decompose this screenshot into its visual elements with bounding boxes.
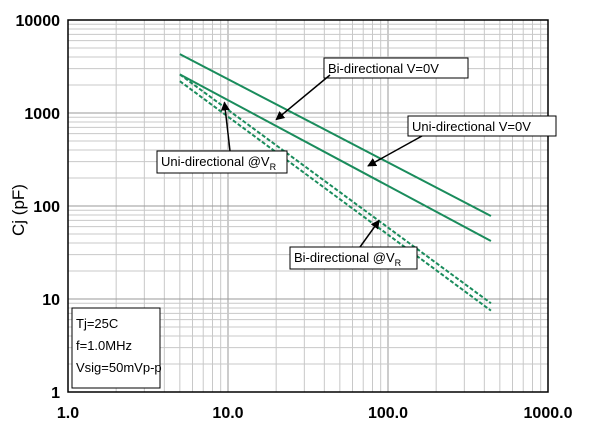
x-tick-label: 100.0 — [368, 405, 408, 422]
y-tick-label: 1 — [51, 385, 60, 402]
condition-text: Vsig=50mVp-p — [76, 360, 162, 375]
annotation-subscript: R — [395, 258, 402, 268]
series-line — [179, 73, 492, 305]
annotation-subscript: R — [270, 162, 277, 172]
series-line — [179, 73, 492, 242]
annotation-arrow — [220, 101, 231, 152]
condition-text: Tj=25C — [76, 316, 118, 331]
annotation-label: Uni-directional V=0V — [412, 119, 531, 134]
y-tick-label: 100 — [33, 199, 60, 216]
conditions-box: Tj=25C f=1.0MHz Vsig=50mVp-p — [71, 307, 162, 389]
annotation-box — [156, 150, 288, 174]
annotation-arrow — [359, 219, 380, 248]
annotation-label: Bi-directional @VR — [294, 250, 402, 268]
series-line — [179, 53, 492, 217]
annotation-arrow — [367, 135, 423, 167]
x-tick-label: 10.0 — [212, 405, 243, 422]
annotation-box — [323, 57, 469, 79]
series-lines — [179, 53, 492, 312]
annotation-label: Bi-directional V=0V — [328, 61, 439, 76]
annotation-label: Uni-directional @VR — [161, 154, 277, 172]
annotation-arrow — [275, 74, 331, 121]
condition-text: f=1.0MHz — [76, 338, 132, 353]
annotations: Bi-directional V=0V Uni-directional V=0V U… — [156, 57, 557, 270]
plot-frame — [67, 19, 549, 393]
conditions-frame — [71, 307, 161, 389]
y-tick-label: 10000 — [16, 13, 61, 30]
tick-labels: 1.0 10.0 100.0 1000.0 1 10 100 1000 10000 — [16, 13, 573, 422]
y-tick-label: 10 — [42, 292, 60, 309]
x-tick-label: 1.0 — [57, 405, 79, 422]
y-axis-title: Cj (pF) — [9, 184, 28, 236]
annotation-box — [407, 115, 557, 137]
x-tick-label: 1000.0 — [524, 405, 573, 422]
annotation-box — [289, 246, 418, 270]
series-line — [179, 80, 492, 312]
y-tick-label: 1000 — [24, 106, 60, 123]
